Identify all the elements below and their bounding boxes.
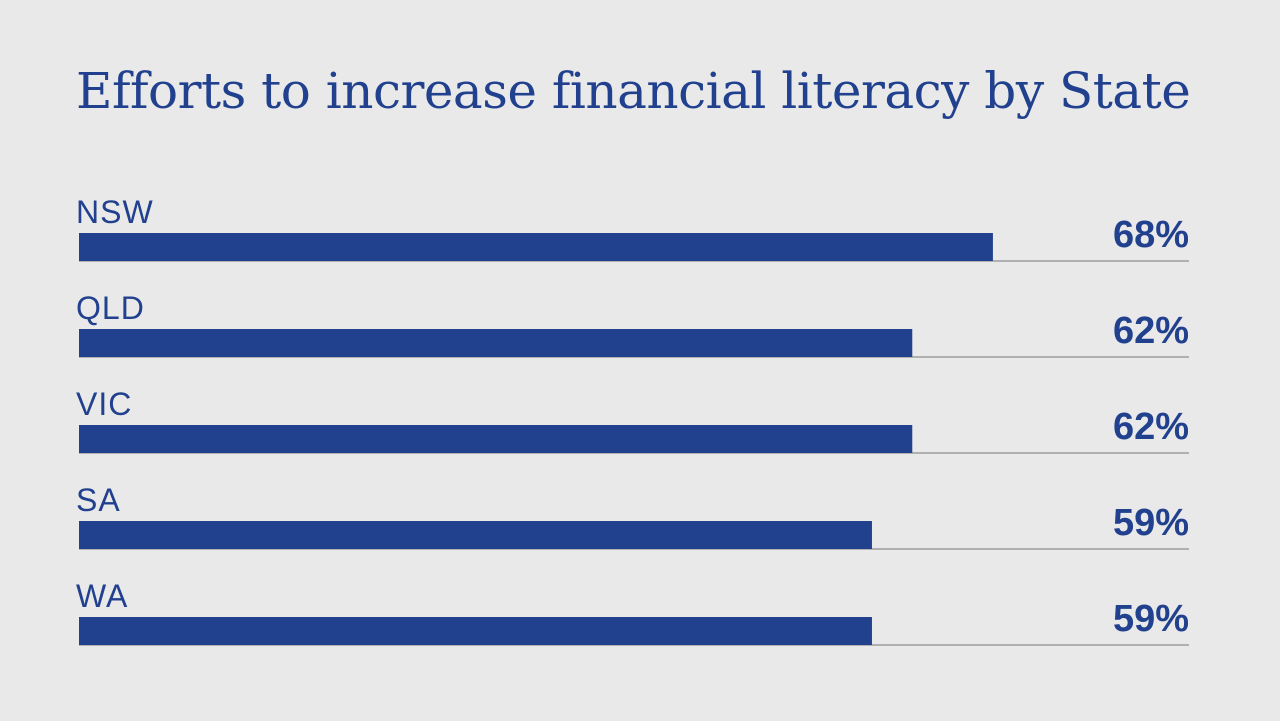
category-label-qld: QLD [76,290,145,326]
bar-vic [79,425,913,453]
value-label-vic: 62% [1113,406,1189,448]
bar-wa [79,617,872,645]
value-label-qld: 62% [1113,310,1189,352]
category-label-sa: SA [76,482,121,518]
value-label-wa: 59% [1113,598,1189,640]
category-label-wa: WA [76,578,128,614]
category-label-nsw: NSW [76,194,154,230]
value-label-sa: 59% [1113,502,1189,544]
bar-sa [79,521,872,549]
category-label-vic: VIC [76,386,132,422]
bar-rows: NSW 68% QLD 62% VIC 62% SA 59% WA 59% [76,194,1189,646]
value-label-nsw: 68% [1113,214,1189,256]
bar-qld [79,329,913,357]
bar-nsw [79,233,993,261]
chart-title: Efforts to increase financial literacy b… [76,62,1190,120]
